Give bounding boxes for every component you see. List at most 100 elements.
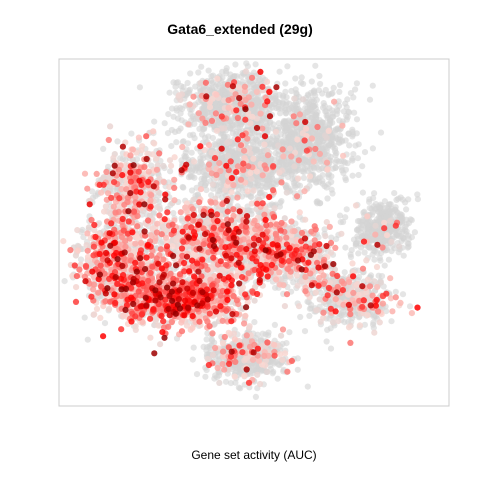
scatter-point: [196, 125, 203, 132]
scatter-point: [337, 81, 344, 89]
scatter-point: [255, 154, 262, 161]
scatter-point: [252, 393, 259, 400]
scatter-point: [323, 184, 330, 191]
scatter-point: [285, 168, 292, 175]
scatter-point: [378, 273, 386, 280]
scatter-point: [306, 312, 313, 319]
scatter-point: [285, 135, 292, 142]
scatter-point: [203, 336, 210, 343]
scatter-point: [208, 73, 215, 80]
scatter-point: [219, 86, 226, 93]
scatter-point: [397, 233, 404, 240]
scatter-point: [327, 345, 335, 352]
scatter-point: [166, 89, 173, 96]
scatter-point: [391, 206, 398, 213]
scatter-point: [274, 375, 281, 382]
scatter-point: [189, 356, 196, 363]
scatter-point: [371, 278, 378, 285]
scatter-point: [403, 206, 410, 213]
scatter-point: [160, 162, 167, 170]
scatter-point: [353, 130, 360, 137]
scatter-point: [271, 90, 278, 97]
scatter-point: [251, 319, 258, 326]
scatter-point: [276, 68, 283, 75]
scatter-point: [325, 174, 332, 181]
scatter-point: [372, 222, 379, 229]
scatter-point: [313, 307, 320, 314]
scatter-point: [224, 153, 232, 160]
scatter-point: [282, 80, 289, 87]
scatter-point: [308, 78, 315, 85]
scatter-point: [209, 134, 216, 142]
scatter-point: [349, 157, 356, 164]
scatter-point: [253, 83, 260, 91]
scatter-point: [254, 147, 261, 154]
scatter-point: [405, 243, 412, 250]
scatter-point: [353, 80, 360, 87]
scatter-point: [168, 105, 176, 112]
scatter-point: [376, 254, 383, 262]
scatter-point: [365, 229, 372, 236]
scatter-point: [345, 130, 352, 137]
scatter-point: [275, 120, 282, 127]
scatter-point: [365, 244, 372, 251]
scatter-point: [187, 70, 194, 77]
scatter-points: [60, 60, 421, 400]
scatter-point: [350, 151, 357, 158]
scatter-point: [284, 63, 291, 70]
scatter-point: [327, 153, 334, 161]
scatter-point: [286, 145, 293, 152]
scatter-point: [83, 242, 90, 249]
scatter-point: [232, 61, 239, 68]
scatter-point: [101, 320, 109, 327]
scatter-point: [168, 143, 175, 150]
scatter-point: [201, 172, 208, 179]
scatter-point: [301, 328, 309, 335]
scatter-point: [191, 120, 198, 127]
scatter-point: [177, 110, 184, 117]
scatter-point: [270, 121, 277, 128]
scatter-point: [283, 189, 290, 196]
scatter-point: [277, 199, 284, 206]
scatter-point: [321, 102, 328, 109]
scatter-point: [342, 214, 349, 221]
scatter-point: [173, 105, 180, 112]
scatter-point: [385, 256, 392, 263]
scatter-point: [254, 96, 261, 103]
scatter-point: [223, 67, 230, 74]
scatter-point: [387, 201, 394, 208]
scatter-point: [206, 344, 213, 351]
scatter-point: [391, 190, 398, 197]
scatter-point: [212, 83, 219, 90]
scatter-point: [355, 225, 362, 232]
scatter-point: [282, 110, 289, 117]
scatter-point: [128, 130, 135, 137]
scatter-point: [298, 74, 305, 81]
scatter-point: [350, 94, 357, 101]
scatter-point: [202, 182, 209, 189]
scatter-point: [264, 368, 271, 375]
scatter-point: [324, 195, 331, 202]
scatter-point: [294, 366, 301, 373]
scatter-point: [286, 329, 293, 336]
scatter-point: [107, 123, 114, 130]
scatter-point: [399, 291, 407, 298]
scatter-point: [359, 189, 366, 196]
scatter-point: [319, 119, 326, 126]
scatter-point: [190, 131, 197, 138]
scatter-point: [369, 145, 376, 152]
scatter-point: [316, 174, 323, 181]
scatter-point: [388, 238, 395, 245]
scatter-point: [180, 184, 187, 191]
scatter-point: [366, 198, 373, 205]
scatter-point: [323, 338, 330, 345]
scatter-point: [338, 158, 345, 165]
scatter-point: [300, 174, 307, 181]
scatter-point: [197, 155, 204, 162]
scatter-point: [254, 371, 261, 378]
scatter-point: [220, 174, 227, 181]
scatter-point: [283, 127, 290, 134]
scatter-point: [256, 76, 263, 83]
scatter-point: [342, 100, 349, 107]
scatter-point: [414, 196, 421, 203]
